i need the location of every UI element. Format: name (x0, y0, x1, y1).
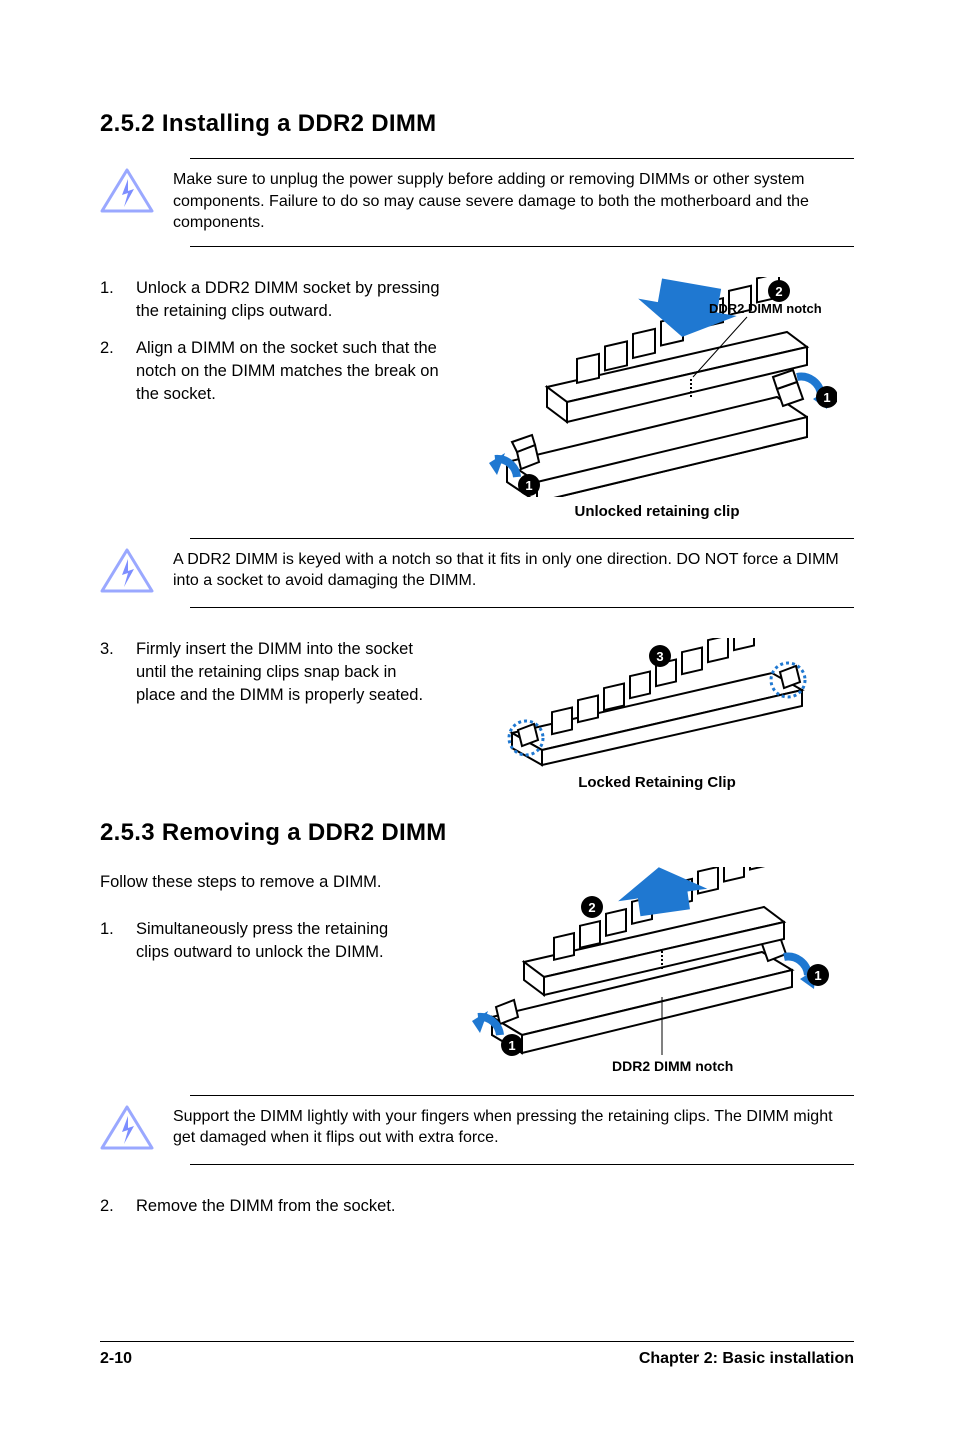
caution-text-2: A DDR2 DIMM is keyed with a notch so tha… (173, 549, 854, 592)
remove-step-1: 1. Simultaneously press the retaining cl… (100, 918, 420, 964)
step-number: 2. (100, 337, 122, 406)
page-number: 2-10 (100, 1350, 132, 1368)
chapter-label: Chapter 2: Basic installation (639, 1350, 854, 1368)
caution-callout-2: A DDR2 DIMM is keyed with a notch so tha… (190, 538, 854, 608)
caution-callout-1: Make sure to unplug the power supply bef… (190, 158, 854, 247)
remove-step-2: 2. Remove the DIMM from the socket. (100, 1195, 854, 1218)
page-footer: 2-10 Chapter 2: Basic installation (100, 1341, 854, 1368)
caution-text-3: Support the DIMM lightly with your finge… (173, 1106, 854, 1149)
caution-text-1: Make sure to unplug the power supply bef… (173, 169, 854, 234)
install-step-2: 2. Align a DIMM on the socket such that … (100, 337, 440, 406)
figure-2-caption: Locked Retaining Clip (578, 774, 736, 791)
svg-text:1: 1 (823, 390, 830, 405)
caution-icon (100, 1104, 155, 1152)
step-text: Unlock a DDR2 DIMM socket by pressing th… (136, 277, 440, 323)
step-text: Firmly insert the DIMM into the socket u… (136, 638, 440, 707)
install-step-1: 1. Unlock a DDR2 DIMM socket by pressing… (100, 277, 440, 323)
svg-text:DDR2 DIMM notch: DDR2 DIMM notch (709, 301, 822, 316)
step-text: Remove the DIMM from the socket. (136, 1195, 396, 1218)
svg-text:1: 1 (508, 1038, 515, 1053)
svg-text:3: 3 (656, 649, 663, 664)
figure-1-caption: Unlocked retaining clip (574, 503, 739, 520)
install-figure-1: 1 1 2 DDR2 DIMM notch (477, 277, 837, 497)
install-step-3: 3. Firmly insert the DIMM into the socke… (100, 638, 440, 707)
remove-intro: Follow these steps to remove a DIMM. (100, 873, 420, 892)
svg-text:1: 1 (525, 478, 532, 493)
step-text: Align a DIMM on the socket such that the… (136, 337, 440, 406)
svg-text:2: 2 (775, 284, 782, 299)
caution-callout-3: Support the DIMM lightly with your finge… (190, 1095, 854, 1165)
step-number: 2. (100, 1195, 122, 1218)
step-number: 3. (100, 638, 122, 707)
svg-text:1: 1 (814, 968, 821, 983)
step-number: 1. (100, 918, 122, 964)
step-number: 1. (100, 277, 122, 323)
section-heading-install: 2.5.2 Installing a DDR2 DIMM (100, 110, 854, 138)
svg-text:DDR2 DIMM notch: DDR2 DIMM notch (612, 1058, 733, 1074)
caution-icon (100, 547, 155, 595)
svg-text:2: 2 (588, 900, 595, 915)
section-heading-remove: 2.5.3 Removing a DDR2 DIMM (100, 819, 854, 847)
remove-figure: 1 1 2 DDR2 DIMM notch (462, 867, 832, 1077)
caution-icon (100, 167, 155, 215)
step-text: Simultaneously press the retaining clips… (136, 918, 420, 964)
install-figure-2: 3 (492, 638, 822, 768)
